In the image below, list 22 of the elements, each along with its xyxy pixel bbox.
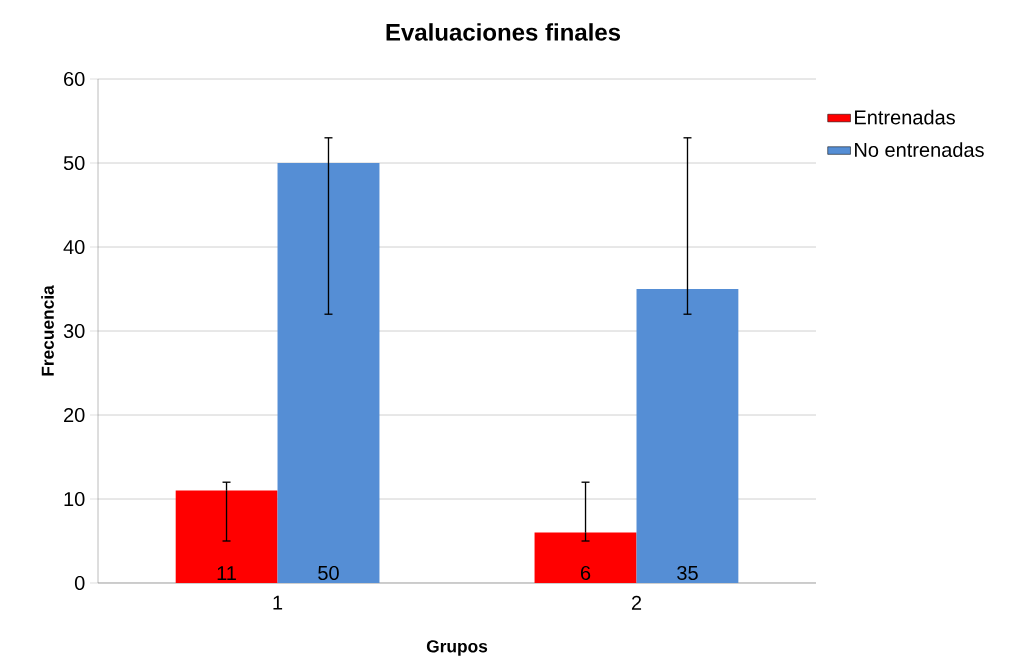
data-label: 35 [677, 565, 698, 581]
legend-label: No entrenadas [855, 142, 984, 157]
y-tick-label: 0 [74, 575, 85, 591]
y-tick-label: 30 [63, 323, 85, 339]
x-tick-label: 1 [273, 595, 283, 610]
y-tick-label: 10 [64, 491, 85, 507]
y-tick-label: 50 [63, 155, 85, 171]
data-label: 6 [580, 565, 591, 581]
y-axis-title: Frecuencia [41, 285, 54, 376]
bar [636, 289, 739, 583]
data-label: 50 [318, 565, 339, 581]
x-tick-label: 2 [631, 595, 642, 610]
chart-title: Evaluaciones finales [386, 23, 621, 41]
y-tick-label: 60 [64, 71, 85, 87]
x-axis-title: Grupos [426, 640, 488, 656]
y-tick-label: 40 [63, 239, 85, 255]
legend-label: Entrenadas [855, 109, 955, 125]
bar [175, 490, 278, 583]
data-label: 11 [217, 566, 236, 581]
bar [277, 163, 380, 583]
y-tick-label: 20 [64, 407, 85, 423]
bar [534, 532, 637, 583]
